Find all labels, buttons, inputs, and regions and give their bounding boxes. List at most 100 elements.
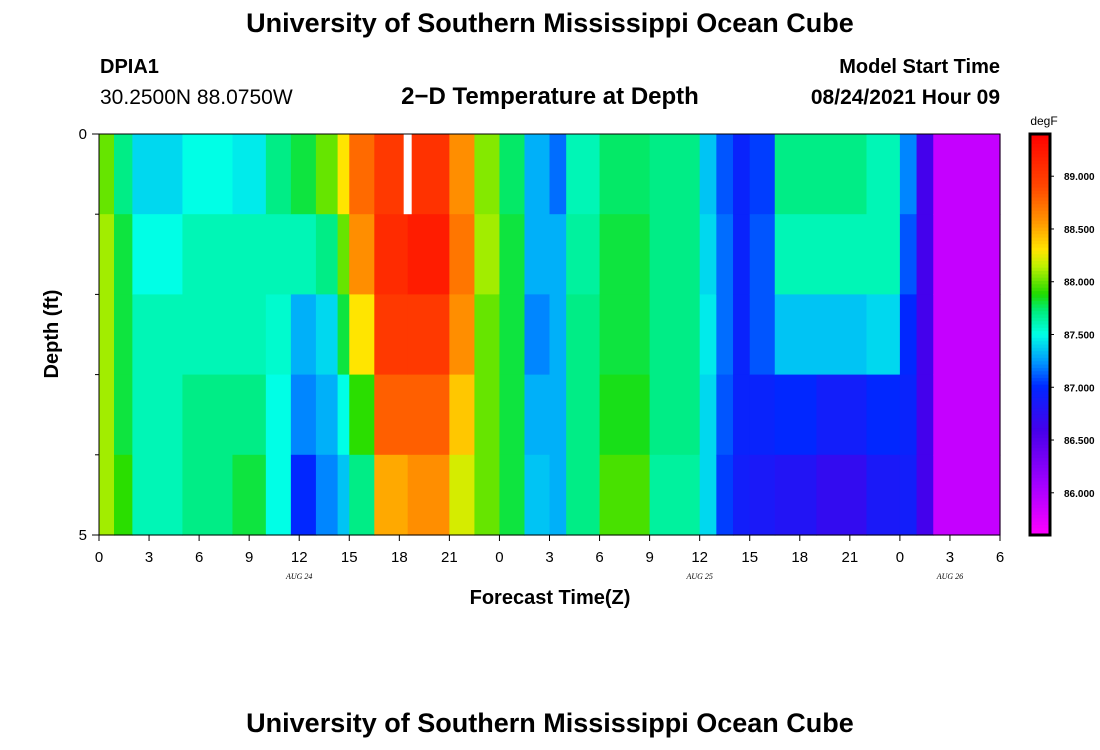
colorbar-swatch [1030, 274, 1050, 279]
heatmap-cell [499, 454, 526, 536]
colorbar-swatch [1030, 164, 1050, 169]
heatmap-cell [114, 214, 133, 295]
colorbar-swatch [1030, 314, 1050, 319]
heatmap-cell [265, 454, 292, 536]
x-axis-label: Forecast Time(Z) [470, 587, 631, 609]
colorbar-swatch [1030, 464, 1050, 469]
heatmap-cell [99, 214, 115, 295]
colorbar-swatch [1030, 488, 1050, 493]
heatmap-cell [899, 374, 918, 456]
heatmap-cell [816, 374, 868, 456]
heatmap-cell [933, 374, 1001, 456]
colorbar-swatch [1030, 418, 1050, 422]
heatmap-cell [182, 214, 234, 295]
heatmap-cell [774, 454, 818, 536]
x-tick-label: 15 [341, 549, 358, 566]
colorbar-swatch [1030, 448, 1050, 453]
colorbar-swatch [1030, 144, 1050, 148]
colorbar-swatch [1030, 411, 1050, 416]
colorbar-swatch [1030, 220, 1050, 225]
heatmap-cell [474, 214, 501, 295]
colorbar-swatch [1030, 137, 1050, 142]
heatmap-cell [866, 294, 901, 376]
heatmap-cell [549, 214, 567, 295]
colorbar-swatch [1030, 341, 1050, 346]
footer-title: University of Southern Mississippi Ocean… [246, 708, 854, 738]
colorbar-swatch [1030, 194, 1050, 199]
colorbar: 86.000 86.500 87.000 87.500 88.000 88.500 89.0… [1028, 132, 1095, 537]
heatmap-cell [699, 374, 717, 456]
heatmap-cell [549, 294, 567, 376]
heatmap-cell [474, 454, 501, 536]
heatmap-cell [132, 134, 184, 215]
heatmap-cell [474, 134, 501, 215]
heatmap-cell [349, 134, 375, 215]
heatmap-cell [749, 214, 776, 295]
colorbar-swatch [1030, 297, 1050, 302]
colorbar-swatch [1030, 327, 1050, 332]
x-tick-label: 18 [391, 549, 408, 566]
colorbar-swatch [1030, 468, 1050, 473]
colorbar-swatch [1030, 147, 1050, 152]
heatmap-cell [132, 214, 184, 295]
heatmap-cell [182, 374, 234, 456]
heatmap-cell [374, 374, 409, 456]
heatmap-cell [407, 454, 450, 536]
colorbar-swatch [1030, 207, 1050, 212]
heatmap-cell [816, 134, 868, 215]
colorbar-swatch [1030, 237, 1050, 242]
colorbar-tick-label: 87.000 [1064, 383, 1095, 394]
heatmap-cell [866, 214, 901, 295]
colorbar-swatch [1030, 461, 1050, 466]
heatmap-cell [933, 214, 1001, 295]
colorbar-swatch [1030, 501, 1050, 506]
heatmap-cell [349, 374, 375, 456]
colorbar-swatch [1030, 351, 1050, 356]
colorbar-swatch [1030, 267, 1050, 272]
heatmap-cell [114, 134, 133, 215]
colorbar-swatch [1030, 214, 1050, 219]
heatmap-cell [114, 454, 133, 536]
colorbar-tick-label: 89.000 [1064, 172, 1095, 183]
colorbar-swatch [1030, 347, 1050, 352]
colorbar-swatch [1030, 184, 1050, 189]
x-tick-label: 3 [545, 549, 553, 566]
heatmap-cell [474, 374, 501, 456]
colorbar-swatch [1030, 494, 1050, 499]
colorbar-tick-label: 88.000 [1064, 278, 1095, 289]
heatmap-cell [315, 454, 339, 536]
heatmap-cell [337, 214, 350, 295]
colorbar-swatch [1030, 150, 1050, 155]
heatmap-cell [933, 134, 1001, 215]
colorbar-swatch [1030, 357, 1050, 362]
heatmap-cell [599, 294, 651, 376]
heatmap-cell [407, 374, 450, 456]
heatmap-cell [699, 134, 717, 215]
heatmap-cell [733, 374, 751, 456]
colorbar-swatch [1030, 294, 1050, 299]
heatmap-cell [716, 214, 734, 295]
heatmap-cell [699, 294, 717, 376]
colorbar-tick-label: 87.500 [1064, 331, 1095, 342]
colorbar-swatch [1030, 230, 1050, 235]
heatmap-cell [315, 134, 339, 215]
colorbar-swatch [1030, 421, 1050, 426]
model-start-label: Model Start Time [839, 56, 1000, 78]
heatmap-cell [716, 374, 734, 456]
heatmap-cell [99, 294, 115, 376]
heatmap-cell [99, 374, 115, 456]
colorbar-swatch [1030, 210, 1050, 215]
colorbar-swatch [1030, 381, 1050, 386]
heatmap-cell [599, 214, 651, 295]
heatmap-cell [549, 454, 567, 536]
heatmap-cell [499, 374, 526, 456]
colorbar-swatch [1030, 367, 1050, 372]
colorbar-swatch [1030, 528, 1050, 533]
colorbar-swatch [1030, 514, 1050, 519]
x-tick-label: 6 [996, 549, 1004, 566]
heatmap-cell [315, 294, 339, 376]
colorbar-swatch [1030, 271, 1050, 275]
colorbar-swatch [1030, 247, 1050, 252]
colorbar-swatch [1030, 511, 1050, 516]
colorbar-swatch [1030, 364, 1050, 369]
